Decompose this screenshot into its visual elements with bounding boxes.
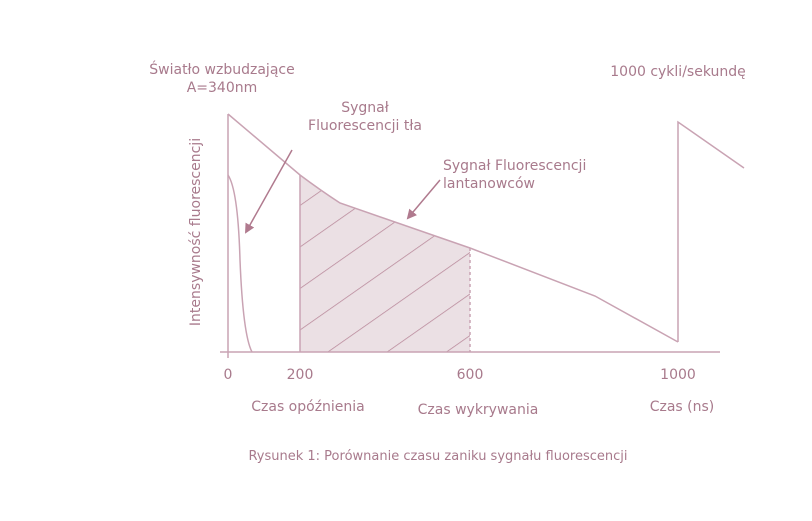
arrow <box>245 149 293 234</box>
caption: Rysunek 1: Porównanie czasu zaniku sygna… <box>248 449 627 464</box>
x-axis-label: Czas (ns) <box>650 399 715 415</box>
background-decay <box>227 174 253 353</box>
lanthanide-decay <box>227 113 679 343</box>
lanthanide-label: lantanowców <box>443 176 535 192</box>
x-tick-label: 0 <box>224 367 233 383</box>
detection-label: Czas wykrywania <box>418 402 539 418</box>
excitation-label: A=340nm <box>187 80 258 96</box>
lanthanide-label: Sygnał Fluorescencji <box>443 158 586 174</box>
rate-label: 1000 cykli/sekundę <box>610 64 746 80</box>
background-label: Sygnał <box>341 100 389 116</box>
arrow <box>406 179 441 220</box>
x-tick-label: 600 <box>457 367 484 383</box>
background-label: Fluorescencji tła <box>308 118 422 134</box>
detection-area <box>300 175 470 352</box>
delay-label: Czas opóźnienia <box>251 399 365 415</box>
y-axis-label: Intensywność fluorescencji <box>188 138 204 326</box>
excitation-label: Światło wzbudzające <box>149 60 294 78</box>
next-pulse <box>677 120 745 342</box>
x-tick-label: 200 <box>287 367 314 383</box>
x-tick-label: 1000 <box>660 367 696 383</box>
curves <box>220 113 745 358</box>
